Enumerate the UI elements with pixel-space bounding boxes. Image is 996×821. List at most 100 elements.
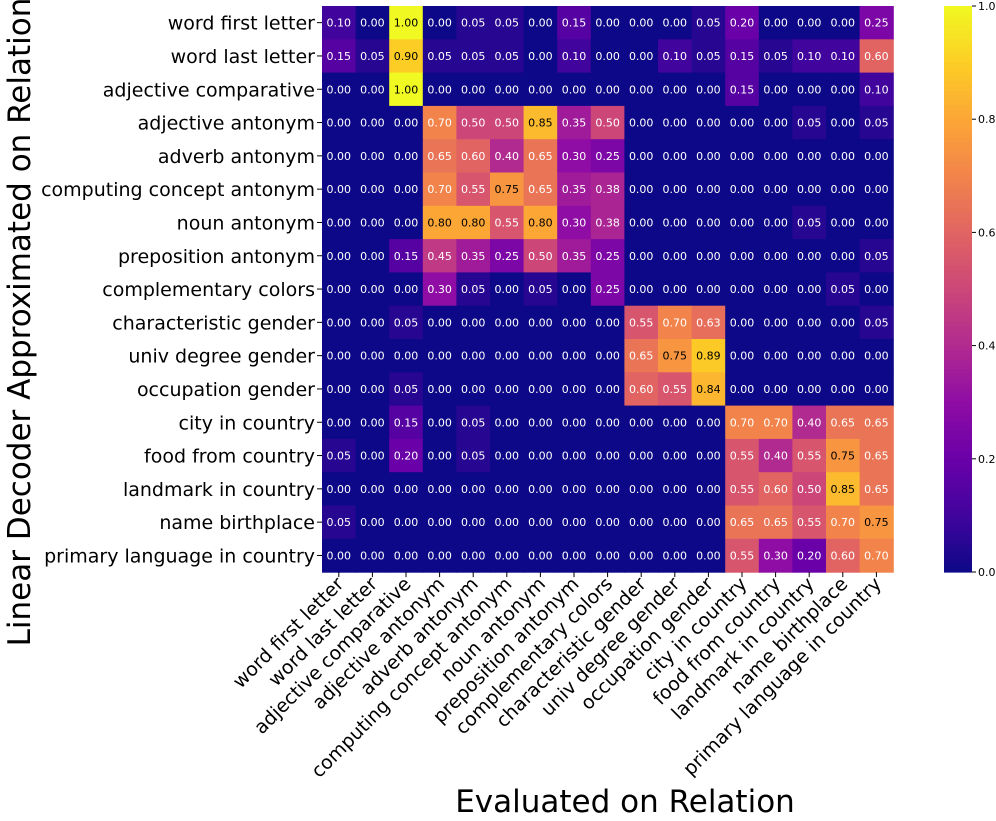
colorbar-segment: [944, 307, 972, 314]
cell-value-label: 0.00: [864, 183, 889, 196]
heatmap-cell: [523, 405, 558, 440]
cell-value-label: 0.00: [562, 283, 587, 296]
heatmap-cell: [624, 372, 659, 407]
heatmap-cell: [758, 239, 793, 273]
cell-value-label: 0.00: [763, 383, 788, 396]
heatmap-cell: [859, 372, 894, 407]
cell-value-label: 0.05: [495, 50, 520, 63]
cell-value-label: 0.85: [831, 483, 856, 496]
cell-value-label: 0.80: [427, 216, 452, 229]
heatmap-cell: [758, 172, 793, 207]
colorbar-segment: [944, 39, 972, 45]
heatmap-cell: [355, 6, 390, 40]
heatmap-cell: [322, 39, 357, 74]
colorbar-segment: [944, 72, 972, 78]
cell-value-label: 0.70: [730, 416, 755, 429]
y-tick-label: landmark in country: [123, 479, 315, 501]
heatmap-cell: [758, 39, 793, 74]
cell-value-label: 0.00: [663, 150, 688, 163]
cell-value-label: 0.00: [696, 117, 721, 130]
heatmap-cell: [557, 72, 592, 107]
heatmap-cell: [355, 105, 390, 140]
heatmap-cell: [691, 372, 726, 407]
heatmap-cell: [523, 6, 558, 40]
colorbar-segment: [944, 416, 972, 422]
heatmap-cell: [490, 105, 525, 140]
heatmap-cell: [355, 139, 390, 174]
cell-value-label: 0.05: [696, 50, 721, 63]
colorbar-segment: [944, 336, 972, 342]
heatmap-cell: [490, 72, 525, 107]
cell-value-label: 0.00: [327, 83, 352, 96]
cell-value-label: 0.65: [864, 450, 889, 463]
heatmap-cell: [389, 372, 424, 407]
cell-value-label: 0.55: [629, 316, 654, 329]
cell-value-label: 0.38: [595, 216, 620, 229]
cell-value-label: 0.30: [427, 283, 452, 296]
cell-value-label: 0.00: [797, 316, 822, 329]
cell-value-label: 0.00: [629, 17, 654, 30]
heatmap-cell: [758, 339, 793, 373]
cell-value-label: 0.00: [663, 17, 688, 30]
heatmap-cell: [557, 305, 592, 340]
colorbar-segment: [944, 322, 972, 328]
heatmap-cell: [624, 405, 659, 440]
cell-value-label: 0.00: [394, 549, 419, 562]
heatmap-cell: [322, 272, 357, 307]
cell-value-label: 0.00: [327, 416, 352, 429]
colorbar-segment: [944, 194, 972, 200]
cell-value-label: 0.55: [730, 483, 755, 496]
heatmap-cell: [624, 105, 659, 140]
y-tick-label: adjective comparative: [103, 79, 315, 101]
heatmap-cell: [322, 6, 357, 40]
heatmap-cell: [590, 272, 625, 307]
heatmap-cell: [355, 372, 390, 407]
colorbar-tick-label: 0.2: [978, 453, 996, 466]
cell-value-label: 0.40: [797, 416, 822, 429]
cell-value-label: 0.00: [595, 50, 620, 63]
heatmap-cell: [422, 472, 457, 507]
heatmap-cell: [389, 6, 424, 40]
cell-value-label: 0.65: [427, 150, 452, 163]
cell-value-label: 0.25: [495, 250, 520, 263]
heatmap-cell: [322, 339, 357, 373]
cell-value-label: 0.45: [427, 250, 452, 263]
cell-value-label: 0.00: [629, 50, 654, 63]
cell-value-label: 0.00: [360, 483, 385, 496]
cell-value-label: 0.00: [663, 450, 688, 463]
colorbar-segment: [944, 161, 972, 167]
cell-value-label: 0.00: [763, 283, 788, 296]
heatmap-cell: [725, 39, 760, 74]
colorbar-segment: [944, 34, 972, 40]
colorbar-segment: [944, 213, 972, 219]
cell-value-label: 0.00: [663, 216, 688, 229]
cell-value-label: 0.00: [327, 150, 352, 163]
heatmap-cell: [792, 372, 827, 407]
heatmap-cell: [590, 405, 625, 440]
cell-value-label: 0.00: [763, 316, 788, 329]
cell-value-label: 0.00: [360, 416, 385, 429]
colorbar-segment: [944, 505, 972, 512]
cell-value-label: 0.00: [730, 383, 755, 396]
colorbar-segment: [944, 166, 972, 172]
cell-value-label: 0.00: [394, 183, 419, 196]
colorbar-segment: [944, 279, 972, 285]
heatmap-cell: [490, 305, 525, 340]
heatmap-cell: [758, 205, 793, 240]
colorbar-segment: [944, 171, 972, 177]
cell-value-label: 0.30: [562, 150, 587, 163]
heatmap-cell: [826, 505, 861, 540]
heatmap-cell: [658, 172, 693, 207]
cell-value-label: 0.00: [461, 316, 486, 329]
heatmap-cell: [456, 272, 491, 307]
heatmap-cell: [624, 205, 659, 240]
cell-value-label: 0.00: [730, 216, 755, 229]
cell-value-label: 0.00: [663, 183, 688, 196]
colorbar-segment: [944, 444, 972, 450]
colorbar-segment: [944, 510, 972, 516]
colorbar-segment: [944, 119, 972, 125]
heatmap-cell: [792, 105, 827, 140]
y-tick-label: primary language in country: [44, 545, 315, 567]
heatmap-cell: [322, 305, 357, 340]
cell-value-label: 0.90: [394, 50, 419, 63]
